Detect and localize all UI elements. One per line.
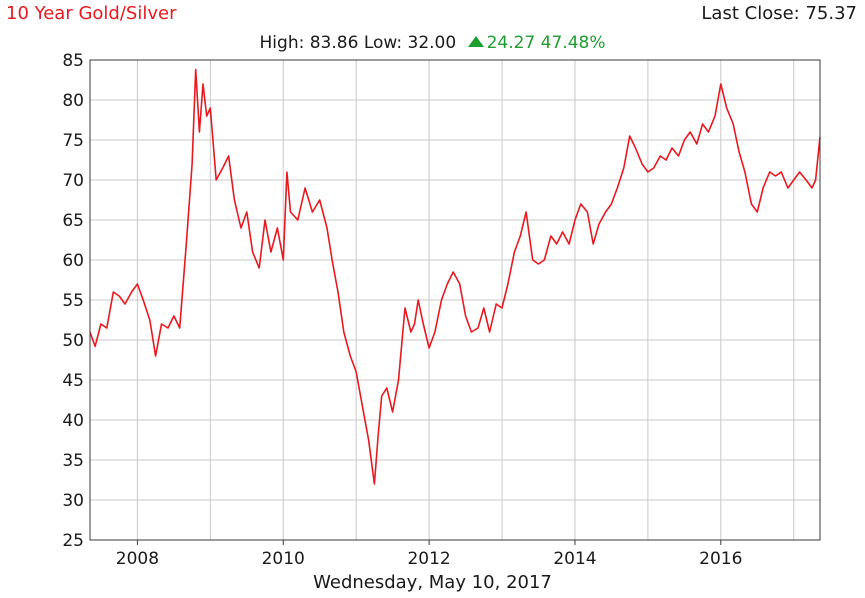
last-close-label: Last Close: xyxy=(701,3,800,24)
y-tick-label: 80 xyxy=(62,91,84,111)
y-tick-label: 60 xyxy=(62,251,84,271)
y-tick-label: 35 xyxy=(62,451,84,471)
up-triangle-icon xyxy=(467,36,484,47)
last-close: Last Close: 75.37 xyxy=(701,3,857,24)
change-value: 24.27 xyxy=(486,33,536,53)
x-tick-label: 2010 xyxy=(262,549,305,569)
low-value: 32.00 xyxy=(407,33,457,53)
plot-frame xyxy=(89,59,821,541)
y-tick-label: 30 xyxy=(62,491,84,511)
y-tick-label: 65 xyxy=(62,211,84,231)
y-tick-label: 50 xyxy=(62,331,84,351)
y-axis-ticks: 25 30 35 40 45 50 55 60 65 70 75 80 85 xyxy=(62,51,84,551)
last-close-value: 75.37 xyxy=(805,3,857,24)
change-percent: 47.48% xyxy=(540,33,606,53)
high-label: High: xyxy=(259,33,305,53)
x-tick-label: 2008 xyxy=(116,549,159,569)
x-axis-ticks: 2008 2010 2012 2014 2016 xyxy=(116,540,742,569)
y-tick-label: 45 xyxy=(62,371,84,391)
x-tick-label: 2016 xyxy=(699,549,742,569)
y-tick-label: 25 xyxy=(62,531,84,551)
y-tick-label: 70 xyxy=(62,171,84,191)
y-tick-label: 40 xyxy=(62,411,84,431)
low-label: Low: xyxy=(363,33,403,53)
x-tick-label: 2012 xyxy=(407,549,450,569)
series-line xyxy=(89,68,821,485)
date-label: Wednesday, May 10, 2017 xyxy=(313,572,552,593)
price-stats: High: 83.86 Low: 32.00 24.27 47.48% xyxy=(0,33,865,53)
high-value: 83.86 xyxy=(309,33,359,53)
y-tick-label: 55 xyxy=(62,291,84,311)
x-tick-label: 2014 xyxy=(553,549,596,569)
chart-title: 10 Year Gold/Silver xyxy=(6,3,177,24)
y-tick-label: 75 xyxy=(62,131,84,151)
y-tick-label: 85 xyxy=(62,51,84,71)
